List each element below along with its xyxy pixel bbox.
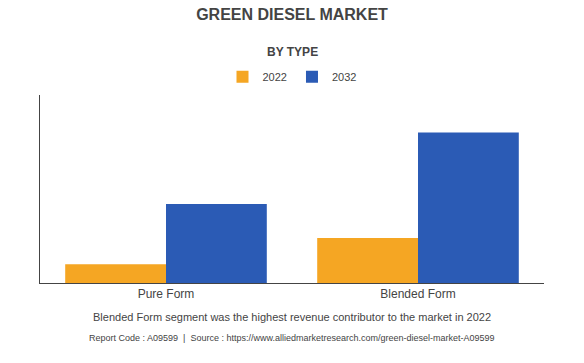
svg-text:BY TYPE: BY TYPE: [267, 45, 318, 59]
svg-text:Blended Form segment was the h: Blended Form segment was the highest rev…: [93, 311, 491, 323]
svg-text:GREEN DIESEL MARKET: GREEN DIESEL MARKET: [196, 6, 388, 23]
svg-text:Pure Form: Pure Form: [138, 287, 195, 301]
svg-text:Blended Form: Blended Form: [380, 287, 455, 301]
svg-text:Report Code : A09599 | Sourc: Report Code : A09599 | Source : https://…: [89, 333, 495, 343]
svg-text:2032: 2032: [332, 71, 356, 83]
svg-text:2022: 2022: [263, 71, 287, 83]
